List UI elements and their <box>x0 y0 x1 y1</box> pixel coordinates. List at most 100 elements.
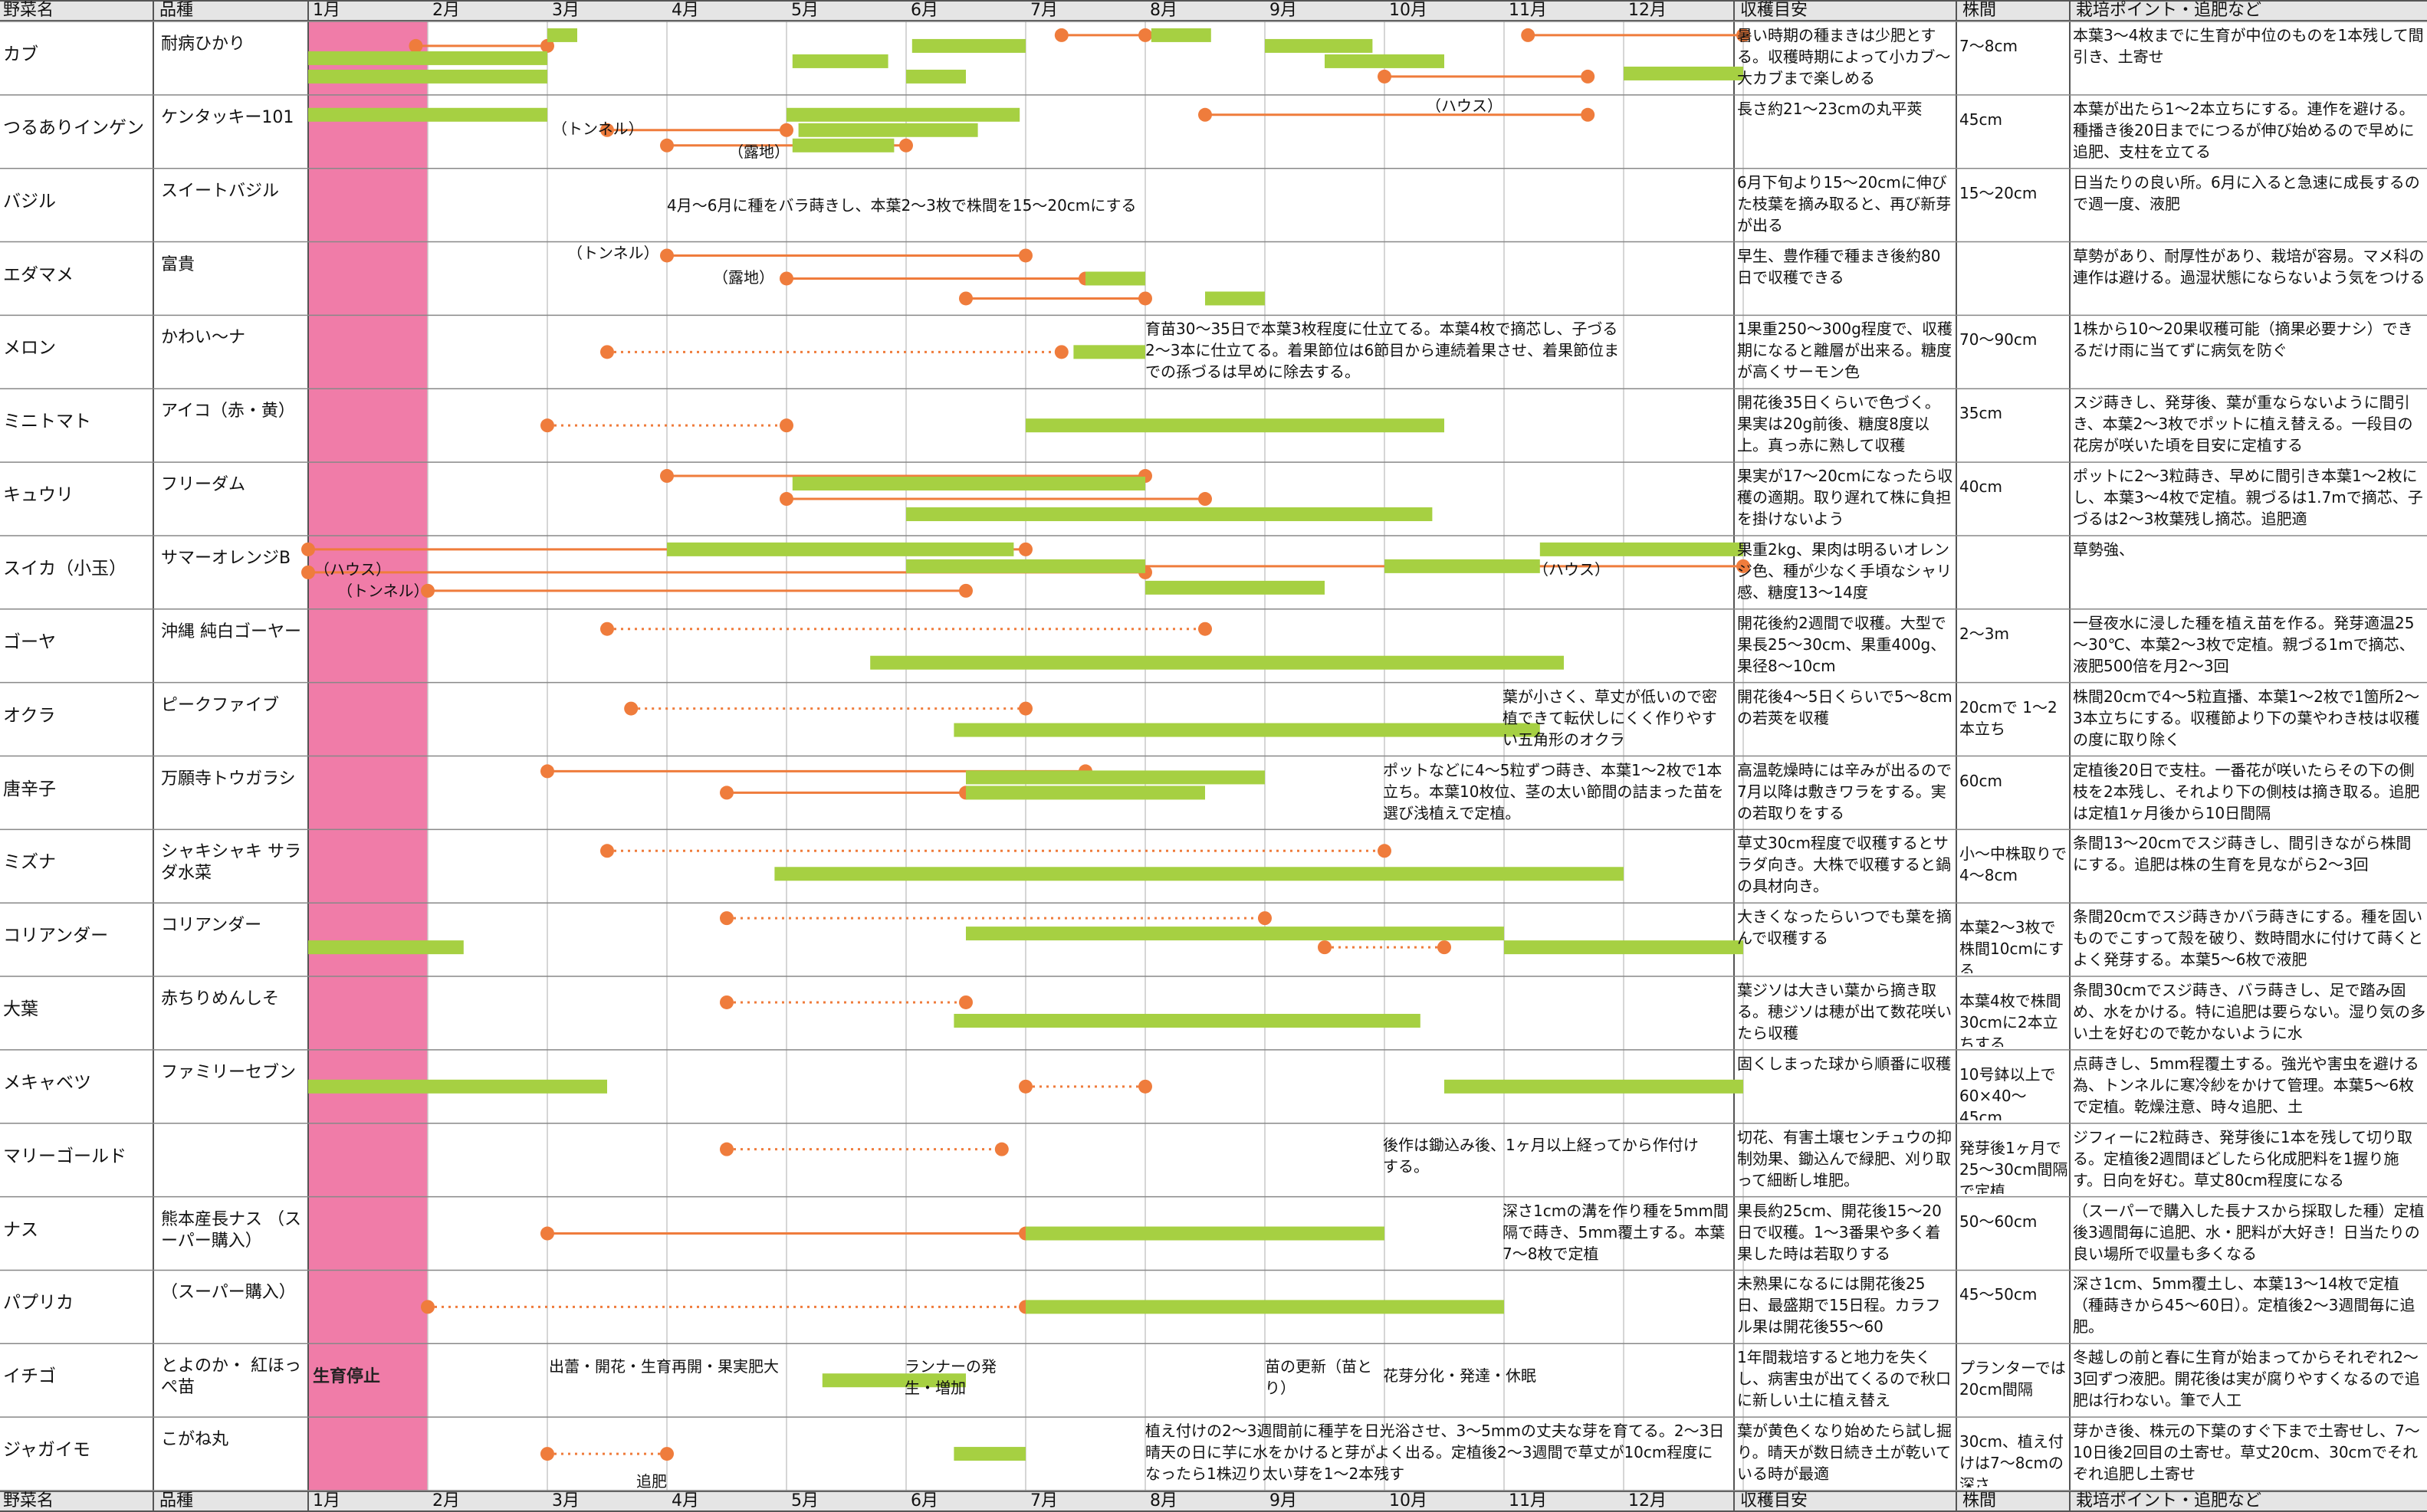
header-bottom-month: 7月 <box>1030 1491 1058 1510</box>
eggplant-annotation: 深さ1cmの溝を作り種を5mm間隔で蒔き、5mm覆土する。本葉7～8枚で定植 <box>1503 1201 1729 1263</box>
header-top-month: 4月 <box>672 1 699 20</box>
sowing-dot <box>660 469 674 484</box>
harvest-bar <box>1444 1079 1743 1094</box>
spacing-note: 10号鉢以上で60×40～45cm <box>1959 1064 2056 1120</box>
sowing-dot <box>600 345 614 359</box>
harvest-bar <box>906 559 1145 573</box>
spacing-note: 40cm <box>1959 477 2002 497</box>
sowing-end-dot <box>1198 492 1212 507</box>
sowing-end-dot <box>1736 28 1750 42</box>
harvest-bar <box>1539 542 1743 556</box>
harvest-bar <box>870 655 1564 670</box>
harvest-bar <box>308 69 547 84</box>
house-label: （ハウス） <box>1426 96 1503 115</box>
cultivation-point: 草勢があり、耐厚性があり、栽培が容易。マメ科の連作は避ける。過湿状態にならないよ… <box>2073 246 2425 287</box>
sowing-dot <box>540 418 554 433</box>
harvest-bar <box>1026 1226 1384 1241</box>
vegetable-name: ゴーヤ <box>3 631 56 652</box>
cultivation-point: 日当たりの良い所。6月に入ると急速に成長するので週一度、液肥 <box>2073 172 2420 213</box>
header-top-month: 1月 <box>313 1 340 20</box>
header-top-month: 8月 <box>1150 1 1177 20</box>
sowing-end-dot <box>1019 701 1033 716</box>
sowing-dot <box>600 622 614 636</box>
harvest-bar <box>954 1447 1026 1461</box>
header-bottom-month: 5月 <box>791 1491 819 1510</box>
header-top-spacing: 株間 <box>1962 1 1997 20</box>
harvest-bar <box>906 69 966 84</box>
header-top-month: 6月 <box>911 1 938 20</box>
vegetable-name: つるありインゲン <box>3 117 144 138</box>
tunnel-label: （トンネル） <box>567 243 659 262</box>
spacing-note: 本葉4枚で株間30cmに2本立ちする <box>1959 992 2061 1048</box>
harvest-note: 6月下旬より15～20cmに伸びた枝葉を摘み取ると、再び新芽が出る <box>1737 172 1952 235</box>
harvest-note: 1年間栽培すると地力を失くし、病害虫が出てくるので秋口に新しい土に植え替え <box>1737 1348 1951 1410</box>
harvest-bar <box>1073 345 1145 359</box>
harvest-bar <box>1325 54 1444 68</box>
harvest-bar <box>308 940 464 955</box>
sowing-end-dot <box>1258 911 1272 926</box>
harvest-note: 暑い時期の種まきは少肥とする。収穫時期によって小カブ～大カブまで楽しめる <box>1737 26 1951 87</box>
header-top-month: 11月 <box>1509 1 1547 20</box>
basil-annotation: 4月～6月に種をバラ蒔きし、本葉2～3枚で株間を15～20cmにする <box>667 195 1137 215</box>
vegetable-name: ミズナ <box>3 852 56 873</box>
variety-name: スイートバジル <box>161 181 280 201</box>
variety-name: 富貴 <box>161 254 195 274</box>
vegetable-name: オクラ <box>3 705 56 726</box>
cultivation-point: 条間13～20cmでスジ蒔きし、間引きながら株間にする。追肥は株の生育を見ながら… <box>2073 834 2412 874</box>
sowing-dot <box>421 1300 435 1314</box>
cultivation-point: 芽かき後、株元の下葉のすぐ下まで土寄せし、7～10日後2回目の土寄せ。草丈20c… <box>2073 1422 2420 1484</box>
harvest-note: 草丈30cm程度で収穫するとサラダ向き。大株で収穫すると鍋の具材向き。 <box>1737 834 1951 896</box>
cultivation-point: 定植後20日で支柱。一番花が咲いたらその下の側枝を2本残し、それより下の側枝は摘… <box>2073 760 2420 822</box>
cultivation-point: 本葉が出たら1～2本立ちにする。連作を避ける。種播き後20日までにつるが伸び始め… <box>2073 99 2415 161</box>
header-bottom-month: 8月 <box>1150 1491 1177 1510</box>
variety-name <box>161 1136 307 1185</box>
cultivation-point: 1株から10～20果収穫可能（摘果必要ナシ）できるだけ雨に当てずに病気を防ぐ <box>2073 320 2413 360</box>
header-row-bottom <box>0 1491 2427 1512</box>
cultivation-point: 深さ1cm、5mm覆土し、本葉13～14枚で定植（種蒔きから45～60日）。定植… <box>2073 1274 2416 1337</box>
vegetable-name: コリアンダー <box>3 926 109 946</box>
header-bottom-month: 10月 <box>1389 1491 1427 1510</box>
sowing-end-dot <box>1054 345 1069 359</box>
sowing-end-dot <box>660 1447 674 1461</box>
variety-name: （スーパー購入） <box>161 1283 296 1303</box>
cultivation-point: ジフィーに2粒蒔き、発芽後に1本を残して切り取る。定植後2週間ほどしたら化成肥料… <box>2073 1127 2413 1189</box>
sowing-dot <box>660 248 674 263</box>
cultivation-point: スジ蒔きし、発芽後、葉が重ならないように間引き、本葉2～3枚でポットに植え替える… <box>2073 393 2413 455</box>
harvest-note: 早生、豊作種で種まき後約80日で収穫できる <box>1737 246 1941 287</box>
variety-name: 赤ちりめんしそ <box>161 989 280 1009</box>
harvest-bar <box>1026 1300 1504 1314</box>
harvest-note: 開花後35日くらいで色づく。果実は20g前後、糖度8度以上。真っ赤に熟して収穫 <box>1737 393 1940 455</box>
vegetable-name: カブ <box>3 44 38 64</box>
harvest-note: 果長約25cm、開花後15～20日で収穫。1～3番果や多く着果した時は若取りする <box>1737 1201 1942 1263</box>
header-bottom-spacing: 株間 <box>1962 1491 1997 1510</box>
harvest-bar <box>1085 271 1145 286</box>
marigold-annotation: 後作は鋤込み後、1ヶ月以上経ってから作付けする。 <box>1383 1135 1699 1176</box>
header-top-month: 5月 <box>791 1 819 20</box>
variety-name: 耐病ひかり <box>161 34 246 54</box>
melon-annotation: 育苗30～35日で本葉3枚程度に仕立てる。本葉4枚で摘芯し、子づる2～3本に仕立… <box>1145 320 1620 382</box>
header-bottom-variety: 品種 <box>159 1491 194 1510</box>
variety-name: ファミリーセブン <box>161 1062 297 1082</box>
harvest-bar <box>792 54 888 68</box>
variety-name: こがね丸 <box>161 1430 229 1450</box>
spacing-note: 15～20cm <box>1959 183 2038 202</box>
harvest-bar <box>792 477 1145 491</box>
harvest-note: 開花後約2週間で収穫。大型で果長25～30cm、果重400g、果径8～10cm <box>1737 613 1946 675</box>
vegetable-name: マリーゴールド <box>3 1146 126 1166</box>
sowing-end-dot <box>1138 1079 1152 1094</box>
vegetable-name: エダマメ <box>3 264 74 285</box>
cultivation-point: 点蒔きし、5mm程覆土する。強光や害虫を避ける為、トンネルに寒冷紗をかけて管理。… <box>2073 1054 2419 1116</box>
sowing-end-dot <box>1736 559 1750 573</box>
sowing-end-dot <box>899 138 913 153</box>
sowing-end-dot <box>1138 291 1152 306</box>
harvest-bar <box>308 51 547 65</box>
header-bottom-month: 4月 <box>672 1491 699 1510</box>
cultivation-point: 条間30cmでスジ蒔き、バラ蒔きし、足で踏み固め、水をかける。特に追肥は要らない… <box>2073 981 2425 1043</box>
sowing-end-dot <box>994 1142 1009 1156</box>
spacing-note <box>1959 256 2068 313</box>
cultivation-point: 冬越しの前と春に生育が始まってからそれぞれ2～3回ずつ液肥。開花後は実が腐りやす… <box>2073 1348 2420 1410</box>
variety-name: サマーオレンジB <box>161 548 291 568</box>
harvest-note: 1果重250～300g程度で、収穫期になると離層が出来る。糖度が高くサーモン色 <box>1737 320 1952 382</box>
sowing-end-dot <box>1581 69 1595 84</box>
